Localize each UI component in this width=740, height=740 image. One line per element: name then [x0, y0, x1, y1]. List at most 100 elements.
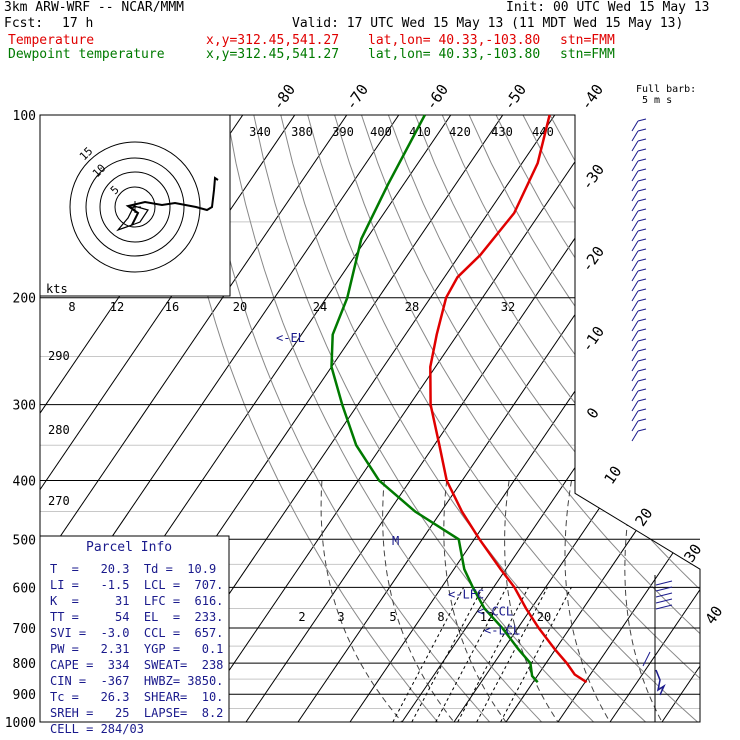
wind-barb [631, 320, 639, 332]
wind-barb [631, 380, 639, 392]
parcel-marker-label: <-EL [276, 331, 305, 345]
dry-adiabat [630, 115, 700, 722]
theta-side-label: 290 [48, 349, 70, 363]
mixing-ratio-line [457, 587, 529, 722]
hodograph-speed-label: 24 [313, 300, 327, 314]
dry-adiabat [307, 115, 698, 722]
dry-adiabat [280, 115, 646, 722]
parcel-info-row: Tc = 26.3 SHEAR= 10. [50, 690, 224, 704]
wind-barb [637, 398, 647, 402]
temperature-tick-label: 40 [701, 603, 726, 628]
hodograph-trace [125, 176, 219, 226]
theta-label: 340 [249, 125, 271, 139]
hodograph-speed-label: 32 [501, 300, 515, 314]
dry-adiabat [576, 115, 700, 722]
hodograph-ring [69, 141, 201, 273]
theta-label: 440 [532, 125, 554, 139]
temperature-latlon: lat,lon= 40.33,-103.80 [368, 33, 541, 48]
wind-barb [631, 370, 639, 382]
moist-adiabat [504, 480, 559, 722]
theta-label: 420 [449, 125, 471, 139]
wind-barb [655, 604, 673, 610]
wind-barb [631, 140, 639, 152]
wind-barb [637, 378, 647, 382]
wind-barb [637, 188, 647, 192]
parcel-info-row: SREH = 25 LAPSE= 8.2 [50, 706, 224, 720]
wind-barb [637, 178, 647, 182]
pressure-tick-label: 900 [13, 688, 36, 703]
wind-barb [637, 328, 647, 332]
wind-barb [631, 280, 639, 292]
parcel-info-row: PW = 2.31 YGP = 0.1 [50, 642, 224, 656]
wind-barb [637, 228, 647, 232]
isotherm [505, 115, 700, 722]
dewpoint-latlon: lat,lon= 40.33,-103.80 [368, 47, 541, 62]
wind-barb [631, 180, 639, 192]
mixing-ratio-label: 5 [389, 610, 396, 624]
wind-barb [631, 120, 639, 132]
mixing-ratio-label: 2 [298, 610, 305, 624]
wind-barb [637, 128, 647, 132]
wind-barb [637, 118, 647, 122]
dewpoint-profile [330, 114, 539, 684]
wind-barb [631, 410, 639, 422]
pressure-tick-label: 800 [13, 657, 36, 672]
wind-barb [637, 258, 647, 262]
parcel-info-box [39, 535, 230, 723]
forecast-label: Fcst: [4, 16, 44, 31]
mixing-ratio-line [411, 587, 484, 722]
dry-adiabat [711, 115, 740, 722]
mixing-ratio-label: 3 [337, 610, 344, 624]
dewpoint-legend: Dewpoint temperature [8, 47, 165, 62]
wind-barb [637, 168, 647, 172]
moist-adiabat [564, 480, 611, 722]
parcel-marker-label: M [392, 534, 399, 548]
dry-adiabat [387, 115, 700, 722]
wind-barb [637, 368, 647, 372]
wind-barb [637, 288, 647, 292]
theta-label: 430 [491, 125, 513, 139]
pressure-tick-label: 1000 [5, 716, 36, 731]
parcel-info-row: TT = 54 EL = 233. [50, 610, 224, 624]
parcel-info-row: LI = -1.5 LCL = 707. [50, 578, 224, 592]
wind-barb [631, 310, 639, 322]
wind-barb [631, 230, 639, 242]
temperature-tick-label: 0 [583, 404, 603, 422]
mixing-ratio-line [476, 587, 548, 722]
theta-label: 380 [291, 125, 313, 139]
wind-barb [631, 130, 639, 142]
wind-barb [637, 308, 647, 312]
wind-barb [631, 240, 639, 252]
wind-barb [631, 400, 639, 412]
theta-label: 390 [332, 125, 354, 139]
wind-barb [637, 428, 647, 432]
parcel-info-title: Parcel Info [86, 540, 173, 555]
pressure-tick-label: 700 [13, 622, 36, 637]
wind-barb [637, 358, 647, 362]
temperature-tick-label: 30 [680, 541, 705, 566]
dry-adiabat [414, 115, 700, 722]
temperature-tick-label: -10 [578, 323, 608, 356]
temperature-tick-label: -70 [342, 81, 372, 114]
barb-key-title: Full barb: [636, 84, 696, 95]
wind-barb [631, 340, 639, 352]
wind-barb [631, 250, 639, 262]
dry-adiabat [684, 115, 700, 722]
parcel-info-row: K = 31 LFC = 616. [50, 594, 224, 608]
dewpoint-station: stn=FMM [560, 47, 615, 62]
theta-side-label: 280 [48, 423, 70, 437]
hodograph-speed-label: 28 [405, 300, 419, 314]
mixing-ratio-line [435, 587, 507, 722]
temperature-tick-label: -40 [577, 81, 607, 114]
dry-adiabat [495, 115, 700, 722]
isotherm [40, 115, 348, 722]
pressure-tick-label: 100 [13, 109, 36, 124]
dry-adiabat [199, 115, 490, 722]
model-title: 3km ARW-WRF -- NCAR/MMM [4, 0, 185, 15]
parcel-info-row: T = 20.3 Td = 10.9 [50, 562, 217, 576]
wind-barb [655, 592, 673, 598]
wind-barb [631, 290, 639, 302]
temperature-station: stn=FMM [560, 33, 615, 48]
wind-barb [637, 158, 647, 162]
